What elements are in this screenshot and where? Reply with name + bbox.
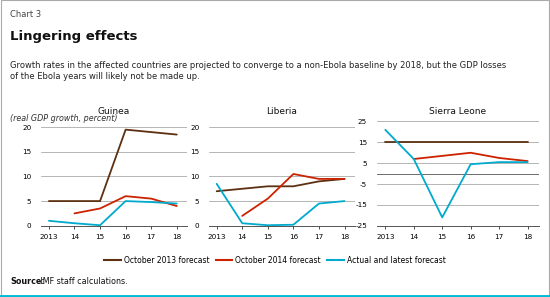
Text: Lingering effects: Lingering effects [10,30,138,43]
Text: Growth rates in the affected countries are projected to converge to a non-Ebola : Growth rates in the affected countries a… [10,61,506,81]
Text: Source:: Source: [10,277,45,286]
Legend: October 2013 forecast, October 2014 forecast, Actual and latest forecast: October 2013 forecast, October 2014 fore… [104,256,446,265]
Title: Liberia: Liberia [266,107,298,116]
Text: IMF staff calculations.: IMF staff calculations. [39,277,128,286]
Text: (real GDP growth, percent): (real GDP growth, percent) [10,114,117,123]
Title: Sierra Leone: Sierra Leone [430,107,486,116]
Title: Guinea: Guinea [98,107,130,116]
Text: Chart 3: Chart 3 [10,10,41,19]
